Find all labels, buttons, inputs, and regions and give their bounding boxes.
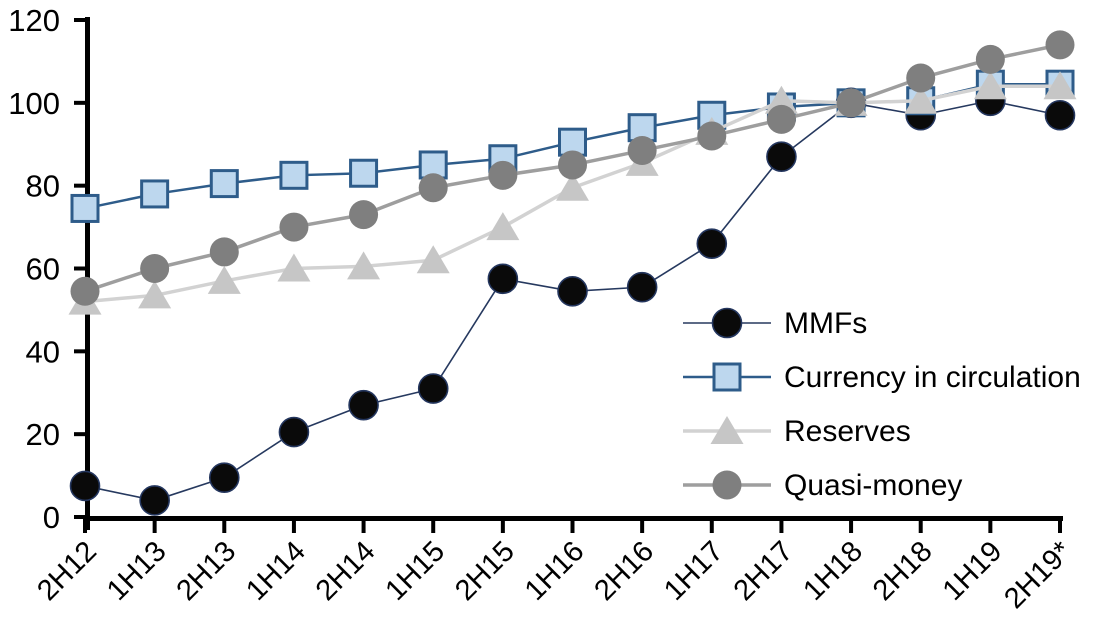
y-axis: 0 20 40 60 80 100 120 [8,3,90,535]
y-tick-label: 0 [43,500,60,535]
series-currency-in-circulation-marker [712,362,742,392]
series-quasi-money-marker [627,135,657,165]
legend-label: Quasi-money [784,469,962,502]
x-tick-label: 2H14 [310,535,382,607]
series-reserves-marker [277,253,311,282]
series-quasi-money [70,30,1075,306]
x-tick-label: 2H12 [31,535,103,607]
series-quasi-money-marker [279,212,309,242]
series-mmfs-marker [417,373,449,404]
legend: MMFs Currency in circulation Reserves Quasi… [683,307,1081,502]
series-currency-in-circulation-marker [209,169,239,199]
series-currency-in-circulation-marker [140,179,170,209]
series-reserves-marker [904,85,938,114]
series-reserves-marker [138,280,172,309]
y-tick-label: 60 [26,252,60,287]
y-tick-label: 40 [26,334,60,369]
legend-label: MMFs [784,307,867,340]
x-tick-label: 1H19 [937,535,1009,607]
x-tick-label: 2H15 [449,535,521,607]
series-mmfs-marker [1044,99,1076,131]
legend-item-quasi-money: Quasi-money [683,469,962,502]
series-quasi-money-marker [906,63,936,93]
legend-item-currency-in-circulation: Currency in circulation [683,361,1081,394]
series-quasi-money-marker [836,88,866,118]
series-mmfs-marker [348,389,379,421]
series-reserves-marker [207,265,241,294]
series-quasi-money-marker [209,237,239,267]
series-mmfs-marker [69,470,101,502]
series-reserves-marker [973,71,1007,100]
series-mmfs-marker [696,228,728,259]
series-currency-in-circulation-marker [70,193,100,223]
series-mmfs-marker [711,307,743,339]
series-quasi-money-marker [140,254,170,283]
series-quasi-money-marker [70,276,100,306]
y-tick-label: 120 [8,3,60,38]
series-mmfs-marker [278,416,310,448]
x-tick-label: 1H15 [380,535,452,607]
series-currency-in-circulation-marker [349,158,379,188]
x-tick-label: 1H16 [519,535,591,607]
series-reserves-marker [710,416,744,444]
series-quasi-money-marker [349,200,379,230]
series-reserves-marker [556,172,589,201]
series-mmfs-marker [766,141,797,172]
series-reserves-marker [416,245,450,274]
series-quasi-money-marker [712,470,742,500]
series-reserves-marker [764,85,798,114]
x-axis: 2H121H132H131H142H141H152H151H162H161H17… [31,516,1078,615]
y-tick-label: 80 [26,169,60,204]
x-tick-label: 2H13 [171,535,243,607]
series-quasi-money-marker [488,160,518,190]
x-tick-label: 2H19* [998,535,1078,615]
series-quasi-money-marker [975,44,1005,74]
series-reserves-marker [486,212,520,241]
series-mmfs-marker [626,271,658,303]
series-quasi-money-marker [558,150,587,180]
series-quasi-money-marker [1045,30,1075,60]
y-tick-label: 100 [8,86,60,121]
series-mmfs-marker [208,462,240,493]
series-mmfs-marker [139,485,170,516]
legend-label: Currency in circulation [784,361,1081,394]
x-tick-label: 1H18 [797,535,869,607]
series-mmfs-marker [487,263,519,295]
series-mmfs [69,85,1076,516]
series-quasi-money-marker [418,173,448,203]
series-reserves-marker [347,251,381,280]
x-tick-label: 1H17 [658,535,730,607]
x-tick-label: 1H14 [240,535,312,607]
legend-item-reserves: Reserves [683,415,911,448]
legend-label: Reserves [784,415,911,448]
x-tick-label: 2H16 [588,535,660,607]
y-tick-label: 20 [26,417,60,452]
x-tick-label: 1H13 [101,535,173,607]
x-tick-label: 2H17 [728,535,800,607]
series-reserves-marker [1043,71,1077,100]
series-currency-in-circulation-marker [279,160,309,190]
legend-item-mmfs: MMFs [683,307,867,340]
series-quasi-money-marker [766,104,796,134]
series-mmfs-marker [557,275,588,307]
x-tick-label: 2H18 [867,535,939,607]
series-quasi-money-marker [697,121,727,151]
